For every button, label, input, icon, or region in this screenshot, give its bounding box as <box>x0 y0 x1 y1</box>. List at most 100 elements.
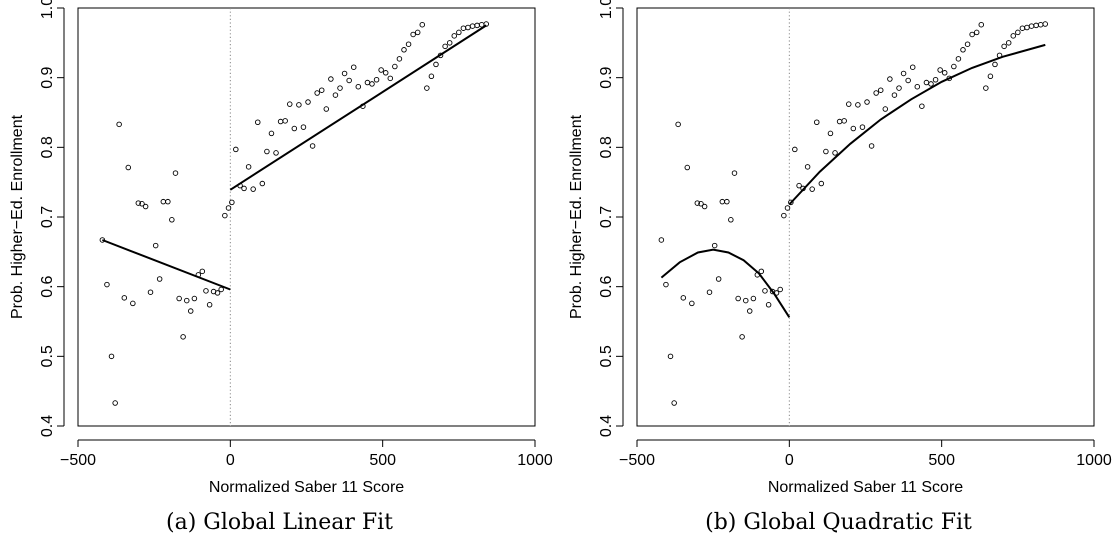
data-point <box>900 70 907 77</box>
data-point <box>964 41 971 47</box>
data-point <box>706 289 713 295</box>
data-point <box>460 25 467 31</box>
data-point <box>758 268 765 275</box>
data-point <box>923 79 930 86</box>
data-point <box>658 237 665 243</box>
data-point <box>973 29 980 36</box>
data-point <box>928 81 934 87</box>
data-point <box>222 212 228 219</box>
data-point <box>814 119 820 126</box>
data-point <box>941 70 948 76</box>
y-tick-label: 0.4 <box>598 415 615 437</box>
data-point <box>323 106 330 112</box>
data-point <box>832 150 838 156</box>
data-point <box>414 29 421 36</box>
data-point <box>121 295 128 301</box>
data-point <box>823 148 829 155</box>
y-axis-label: Prob. Higher−Ed. Enrollment <box>9 114 26 319</box>
data-point <box>818 180 825 187</box>
data-point <box>859 124 866 130</box>
data-point <box>184 297 190 304</box>
y-tick-label: 1.0 <box>598 0 615 19</box>
data-point <box>873 90 879 96</box>
data-point <box>969 31 975 38</box>
y-tick-label: 0.9 <box>39 66 56 88</box>
data-point <box>341 70 348 77</box>
chart-global-linear-fit: −500 0 500 1000 Normalized Saber 11 Score 0.4… <box>9 0 553 496</box>
data-point <box>112 400 118 406</box>
data-point <box>446 40 453 46</box>
data-point <box>905 77 911 84</box>
data-point <box>711 242 718 249</box>
y-tick-label: 0.9 <box>598 66 615 88</box>
data-point <box>987 73 994 80</box>
data-point <box>877 87 884 93</box>
data-point <box>731 170 738 176</box>
data-point <box>314 90 320 96</box>
data-point <box>147 289 154 295</box>
fit-line-left <box>660 248 791 318</box>
data-point <box>286 101 293 107</box>
data-point <box>983 85 989 91</box>
data-point <box>156 276 163 282</box>
data-point <box>180 334 186 340</box>
data-point <box>845 101 852 107</box>
data-point <box>369 81 375 87</box>
data-point <box>698 201 704 207</box>
data-point <box>337 85 343 91</box>
data-point <box>663 281 669 288</box>
data-point <box>796 182 802 189</box>
data-point <box>169 217 175 223</box>
data-point <box>762 288 768 294</box>
data-point <box>364 79 371 86</box>
data-point <box>680 295 687 301</box>
data-point <box>218 286 224 293</box>
x-axis-label: Normalized Saber 11 Score <box>768 479 963 496</box>
data-point <box>165 198 171 205</box>
data-point <box>864 99 870 105</box>
data-point <box>273 150 279 156</box>
data-point <box>250 186 256 192</box>
data-point <box>671 400 677 406</box>
data-point <box>1037 21 1044 28</box>
y-tick-label: 0.8 <box>39 136 56 158</box>
data-point <box>199 268 206 275</box>
data-point <box>746 308 753 314</box>
data-point <box>750 295 757 302</box>
caption: (b) Global Quadratic Fit <box>705 510 972 535</box>
caption: (a) Global Linear Fit <box>166 510 393 535</box>
x-tick-label: −500 <box>60 452 96 469</box>
data-point <box>914 83 921 90</box>
data-point <box>809 186 815 192</box>
x-tick-label: 1000 <box>517 452 553 469</box>
data-point <box>955 56 962 62</box>
data-point <box>442 43 448 50</box>
data-point <box>300 124 307 130</box>
fit-line-right <box>229 24 487 191</box>
data-point <box>855 102 861 108</box>
data-point <box>255 119 261 126</box>
data-point <box>214 290 221 296</box>
data-point <box>152 242 159 249</box>
y-tick-label: 0.6 <box>39 275 56 297</box>
fit-line-left <box>102 239 231 291</box>
data-point <box>784 205 791 211</box>
data-point <box>675 121 681 128</box>
data-point <box>792 146 798 153</box>
data-point <box>694 200 701 206</box>
data-point <box>978 21 985 28</box>
data-point <box>259 180 266 187</box>
data-point <box>1042 21 1049 27</box>
data-point <box>689 300 695 307</box>
y-tick-label: 0.5 <box>39 345 56 367</box>
data-point <box>788 199 794 206</box>
data-point <box>1001 43 1007 50</box>
data-point <box>882 106 889 112</box>
data-point <box>172 170 179 176</box>
data-point <box>451 33 458 39</box>
data-point <box>191 295 198 302</box>
data-point <box>142 203 149 210</box>
data-point <box>1019 25 1026 31</box>
data-point <box>684 164 691 171</box>
data-point <box>125 164 132 171</box>
